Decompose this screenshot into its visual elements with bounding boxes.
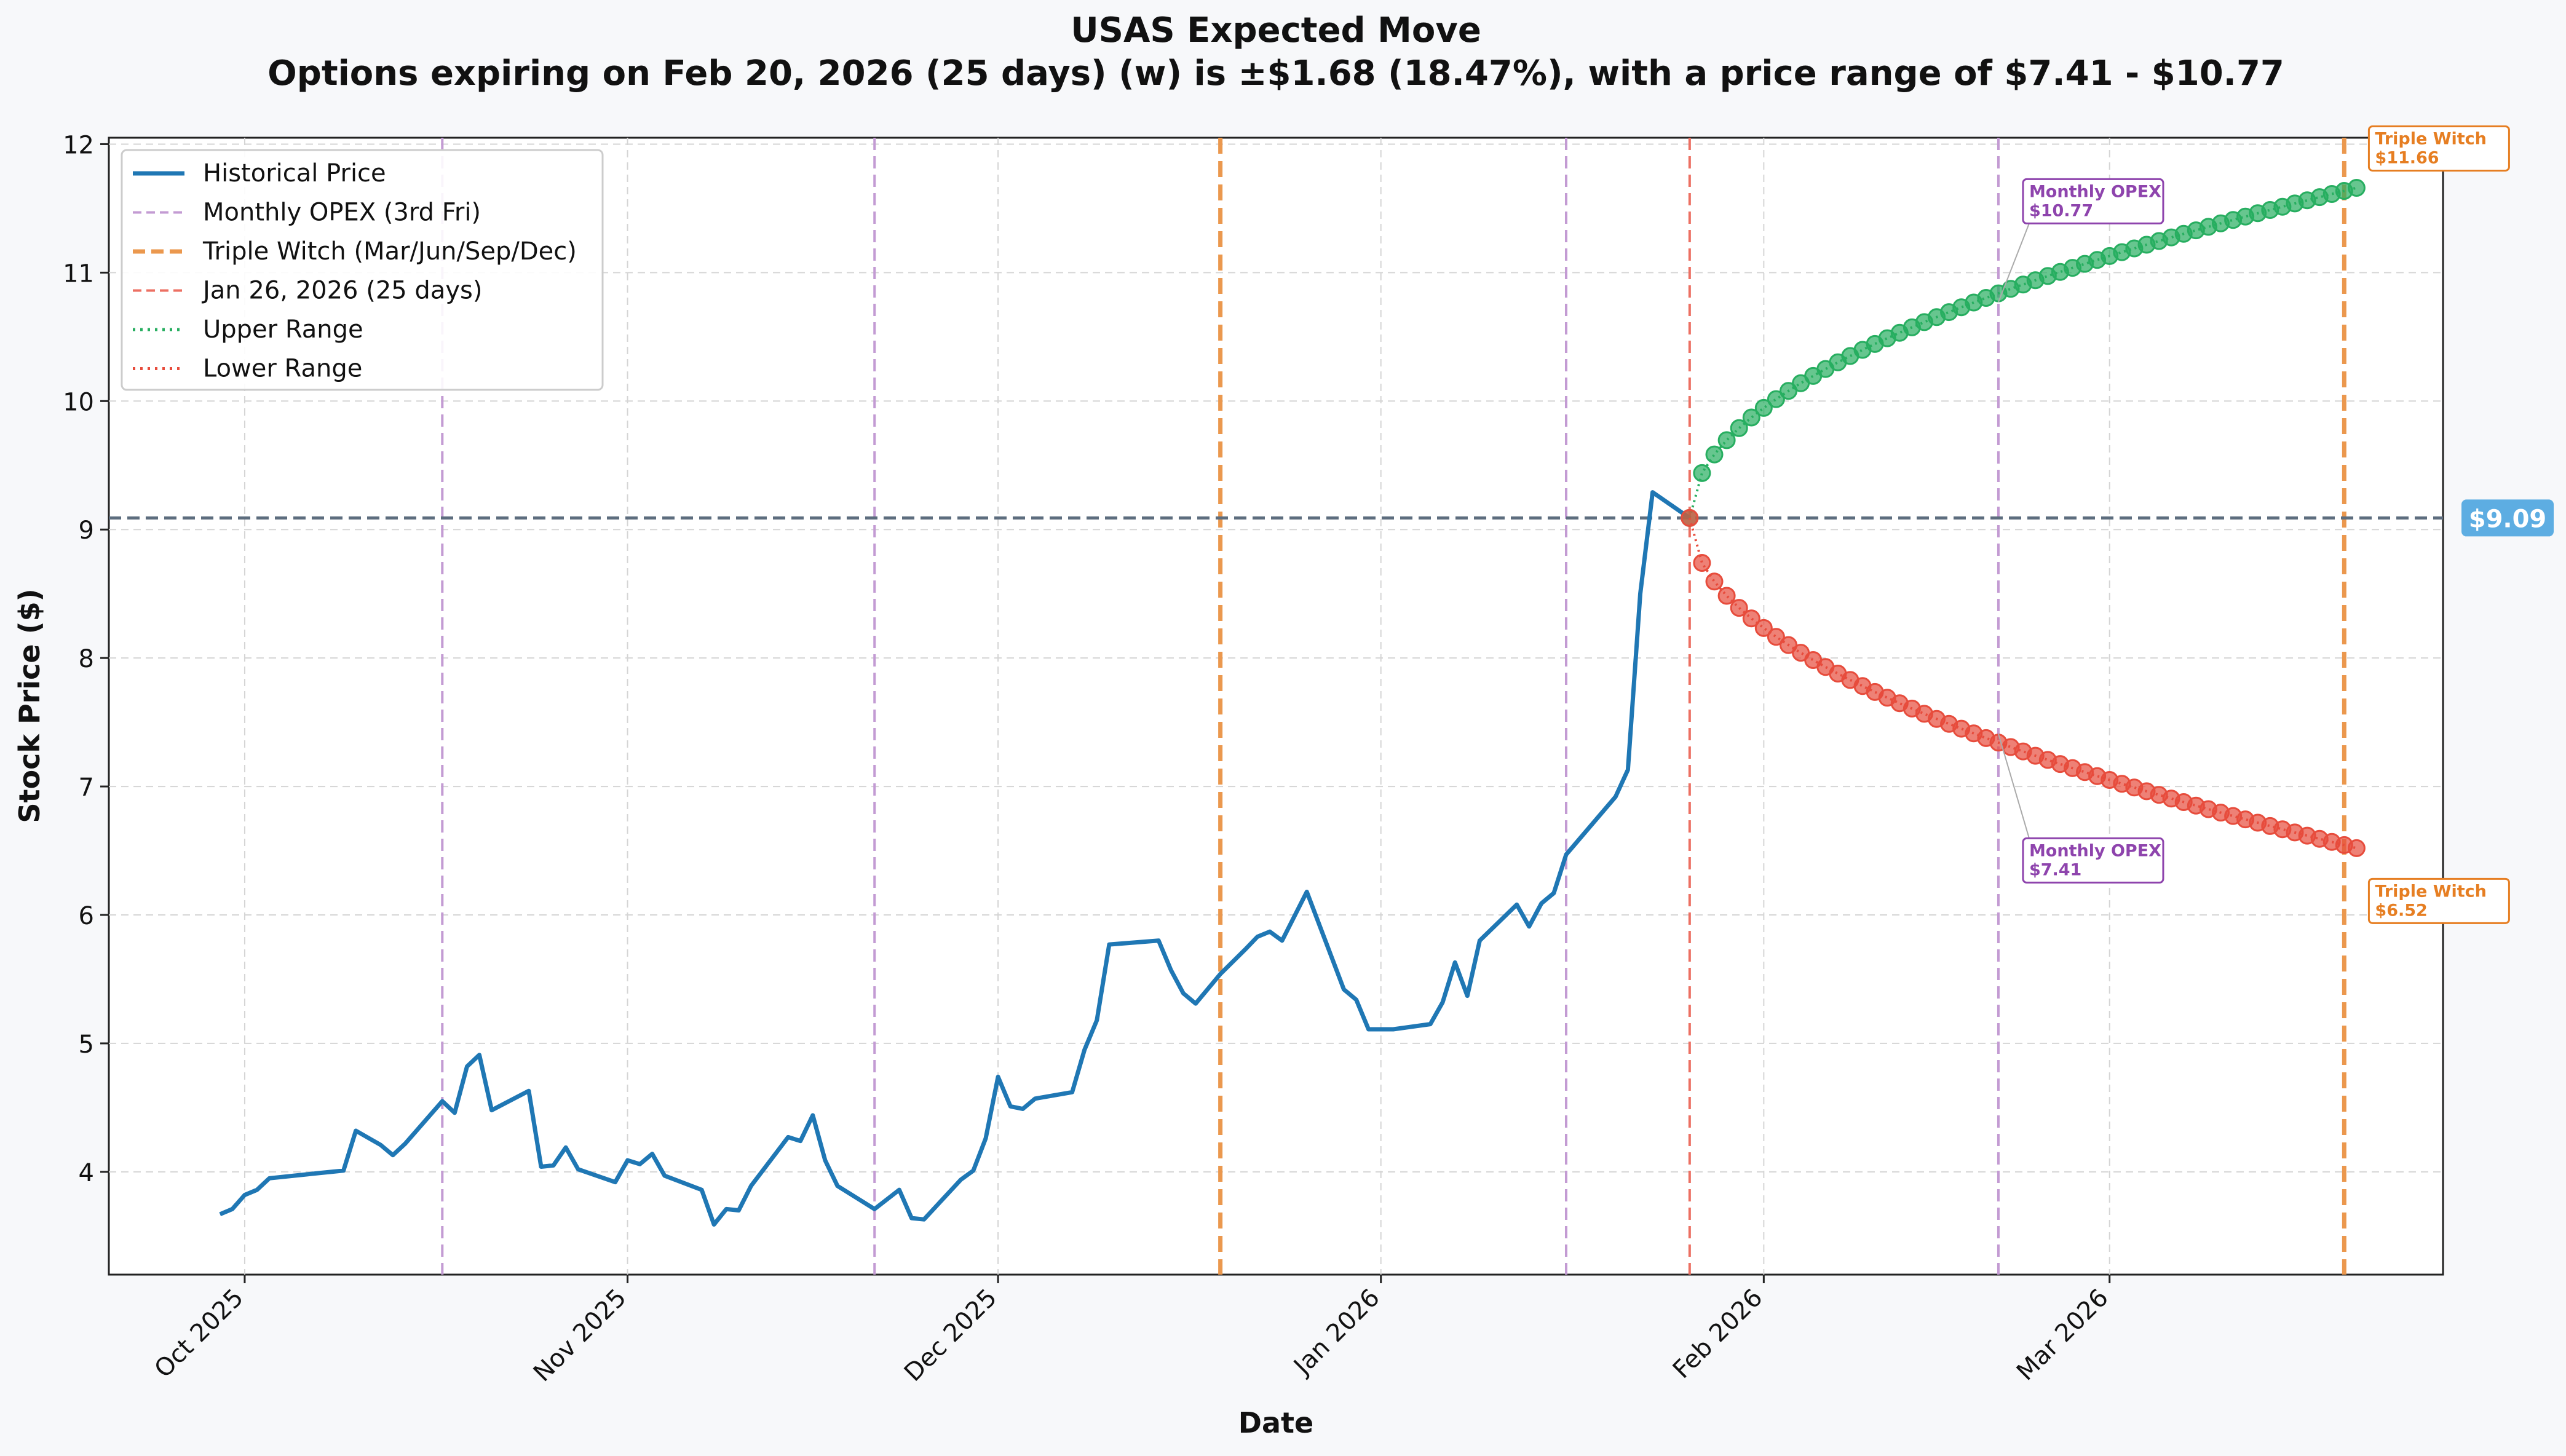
lower-range — [1681, 508, 2366, 857]
annotation-value: $11.66 — [2375, 148, 2439, 167]
lower-range-point — [2347, 839, 2366, 857]
legend-item-label: Jan 26, 2026 (25 days) — [201, 277, 482, 305]
upper-range-point — [1754, 398, 1773, 417]
legend-item-label: Lower Range — [203, 355, 362, 383]
legend-item-label: Historical Price — [203, 159, 386, 188]
annotation-box — [2367, 125, 2510, 172]
legend-item-label: Monthly OPEX (3rd Fri) — [203, 199, 481, 227]
y-tick-label: 9 — [79, 516, 94, 545]
legend: Historical Price Monthly OPEX (3rd Fri) Tr… — [121, 149, 604, 391]
annotation-box — [2022, 178, 2164, 224]
lower-range-point — [1730, 599, 1748, 617]
annotation-box — [2022, 837, 2164, 884]
upper-range-point — [1730, 419, 1748, 437]
lower-range-point — [1693, 554, 1711, 572]
y-tick-label: 7 — [79, 774, 94, 802]
lower-range-point — [1767, 628, 1785, 646]
chart-title: USAS Expected Move — [1071, 10, 1481, 50]
lower-range-point — [1705, 572, 1724, 591]
annotation-leader-line — [1998, 223, 2030, 303]
legend-item-label: Triple Witch (Mar/Jun/Sep/Dec) — [202, 237, 577, 266]
upper-range-point — [1693, 464, 1711, 482]
y-tick-label: 8 — [79, 645, 94, 673]
annotation-title: Monthly OPEX — [2029, 841, 2161, 860]
lower-range-point — [1681, 508, 1699, 527]
y-tick-label: 4 — [79, 1159, 94, 1187]
current-price-badge — [2461, 499, 2554, 537]
annotation-title: Triple Witch — [2375, 882, 2487, 901]
upper-range-point — [2347, 179, 2366, 197]
annotation-title: Triple Witch — [2375, 129, 2487, 148]
upper-range-point — [1717, 431, 1736, 449]
upper-range — [1681, 179, 2366, 527]
upper-range-point — [1742, 408, 1760, 427]
y-axis-label: Stock Price ($) — [13, 588, 46, 823]
annotation-value: $10.77 — [2029, 201, 2093, 220]
series-layer — [219, 179, 2366, 1227]
x-axis-label: Date — [1238, 1406, 1313, 1439]
upper-range-point — [1767, 390, 1785, 408]
y-tick-label: 10 — [63, 388, 94, 416]
y-tick-label: 11 — [63, 259, 94, 288]
lower-range-point — [1742, 609, 1760, 628]
legend-item-label: Upper Range — [203, 315, 363, 344]
lower-range-point — [1717, 587, 1736, 605]
historical-price-line — [219, 490, 1691, 1227]
y-tick-label: 5 — [79, 1031, 94, 1059]
annotation-leader-line — [1997, 734, 2030, 839]
legend-box — [121, 149, 604, 391]
y-tick-label: 6 — [79, 902, 94, 930]
annotation-box — [2367, 877, 2510, 924]
current-price-line-layer: $9.09 — [109, 499, 2554, 537]
current-price-badge-label: $9.09 — [2469, 505, 2547, 533]
upper-range-point — [1705, 445, 1724, 464]
annotation-title: Monthly OPEX — [2029, 182, 2161, 201]
annotation-value: $6.52 — [2375, 901, 2427, 920]
annotation-value: $7.41 — [2029, 860, 2081, 879]
y-tick-label: 12 — [63, 131, 94, 159]
chart-subtitle: Options expiring on Feb 20, 2026 (25 day… — [267, 53, 2284, 93]
lower-range-point — [1754, 619, 1773, 637]
